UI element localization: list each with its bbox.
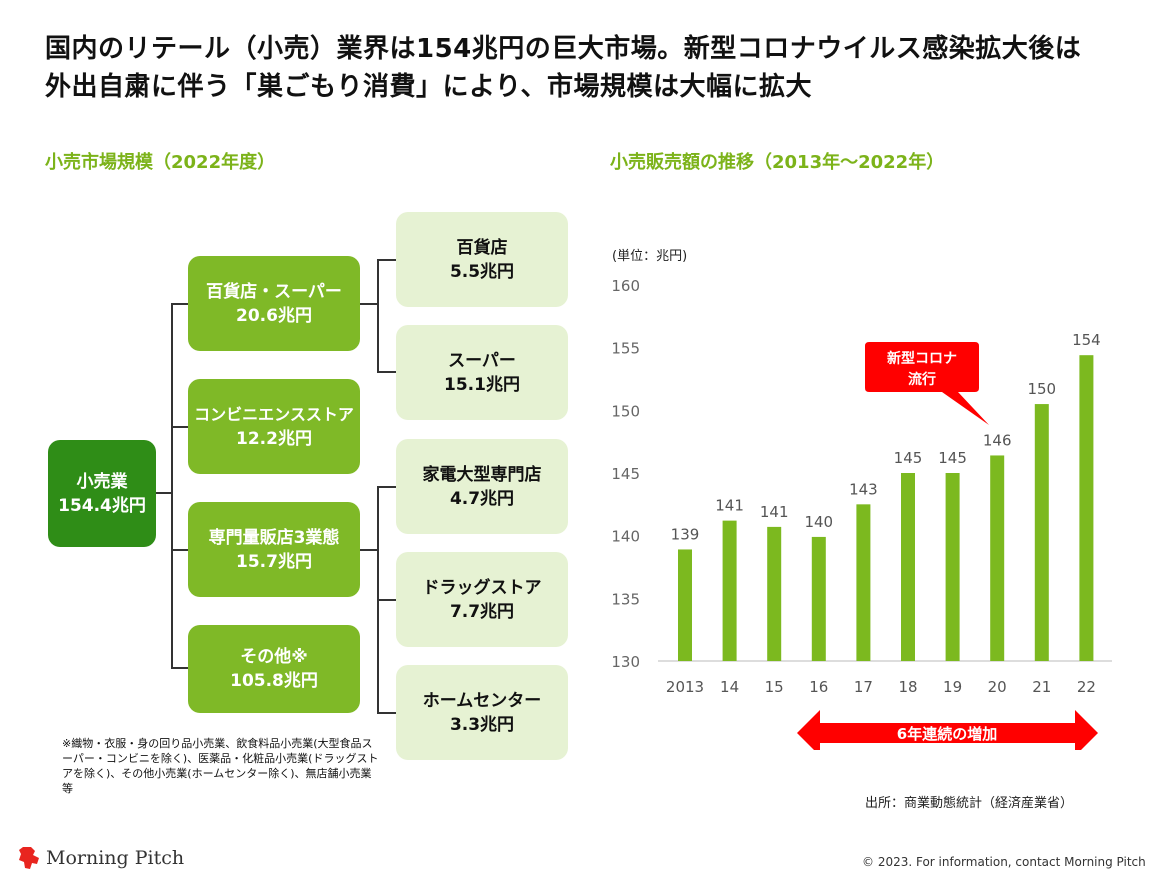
x-tick-label: 17: [854, 678, 873, 696]
x-tick-label: 21: [1032, 678, 1051, 696]
callout-text: 新型コロナ: [887, 350, 957, 367]
x-tick-label: 15: [765, 678, 784, 696]
level2-name: スーパー: [448, 350, 516, 371]
data-label: 143: [849, 480, 878, 498]
x-tick-label: 19: [943, 678, 962, 696]
callout-bubble: [865, 342, 989, 425]
level1-box: コンビニエンスストア 12.2兆円: [188, 379, 360, 474]
data-label: 141: [715, 497, 744, 515]
data-label: 139: [671, 525, 700, 543]
increase-double-arrow: [797, 710, 1098, 750]
x-tick-label: 20: [988, 678, 1007, 696]
left-section-title: 小売市場規模（2022年度）: [45, 152, 276, 173]
bar: [678, 549, 692, 661]
connector-l1-4: [171, 667, 188, 669]
level1-box: その他※ 105.8兆円: [188, 625, 360, 713]
bar: [722, 520, 737, 661]
morning-pitch-logo-icon: [19, 847, 39, 869]
level2-value: 7.7兆円: [449, 601, 515, 622]
bar: [1034, 404, 1049, 661]
page-title: 国内のリテール（小売）業界は154兆円の巨大市場。新型コロナウイルス感染拡大後は…: [45, 30, 1145, 106]
x-tick-label: 2013: [666, 678, 704, 696]
level1-box: 専門量販店3業態 15.7兆円: [188, 502, 360, 597]
copyright: © 2023. For information, contact Morning…: [862, 855, 1146, 869]
bar: [811, 536, 826, 661]
level2-name: ドラッグストア: [422, 577, 542, 598]
data-label: 150: [1027, 380, 1056, 398]
connector-l1-3: [171, 549, 188, 551]
connector-l1-1-out: [360, 303, 378, 305]
level1-value: 105.8兆円: [230, 671, 318, 691]
data-label: 154: [1072, 331, 1101, 349]
connector-l2-4: [377, 599, 396, 601]
footnote: ※織物・衣服・身の回り品小売業、飲食料品小売業(大型食品スーパー・コンビニを除く…: [62, 737, 383, 795]
level2-name: ホームセンター: [422, 690, 542, 711]
level1-name: コンビニエンスストア: [194, 404, 354, 424]
source-note: 出所：商業動態統計（経済産業省）: [865, 796, 1074, 811]
connector-root: [155, 492, 172, 494]
bar: [1079, 355, 1094, 661]
bar: [945, 473, 960, 661]
connector-l1-3-out: [360, 549, 378, 551]
data-label: 141: [760, 503, 789, 521]
x-tick-label: 22: [1077, 678, 1096, 696]
logo-text: Morning Pitch: [46, 847, 185, 869]
data-label: 145: [938, 449, 967, 467]
y-axis-unit-label: (単位：兆円): [612, 248, 687, 264]
level1-name: 専門量販店3業態: [208, 527, 340, 548]
connector-trunk-2: [377, 259, 379, 373]
y-tick-label: 160: [611, 277, 640, 295]
level1-value: 15.7兆円: [236, 551, 312, 572]
level2-box: スーパー 15.1兆円: [396, 325, 568, 420]
connector-l2-5: [377, 712, 396, 714]
connector-l2-1: [377, 259, 396, 261]
data-label: 140: [804, 513, 833, 531]
y-tick-label: 155: [611, 340, 640, 358]
x-tick-label: 18: [898, 678, 917, 696]
connector-l2-2: [377, 371, 396, 373]
x-tick-label: 16: [809, 678, 828, 696]
y-tick-label: 140: [611, 528, 640, 546]
bar: [856, 504, 871, 661]
data-label: 146: [983, 431, 1012, 449]
retail-sales-bar-chart: (単位：兆円) 130 135 140 145 150 155 160 139 2013 141 14…: [611, 248, 1112, 750]
connector-trunk-1: [171, 303, 173, 669]
y-tick-label: 135: [611, 590, 640, 608]
y-tick-label: 130: [611, 653, 640, 671]
level2-value: 5.5兆円: [449, 261, 515, 282]
right-section-title: 小売販売額の推移（2013年～2022年）: [610, 152, 945, 173]
connector-l1-2: [171, 426, 188, 428]
level2-name: 家電大型専門店: [422, 464, 542, 485]
bar: [990, 455, 1005, 661]
root-name: 小売業: [76, 471, 128, 492]
callout-text: 流行: [908, 371, 936, 388]
y-tick-label: 145: [611, 465, 640, 483]
level2-value: 4.7兆円: [449, 488, 515, 509]
root-value: 154.4兆円: [58, 495, 146, 516]
x-tick-label: 14: [720, 678, 739, 696]
title-line-2: 外出自粛に伴う「巣ごもり消費」により、市場規模は大幅に拡大: [45, 72, 812, 102]
level1-box: 百貨店・スーパー 20.6兆円: [188, 256, 360, 351]
level1-value: 12.2兆円: [236, 428, 312, 449]
level1-name: 百貨店・スーパー: [206, 281, 342, 302]
level2-value: 3.3兆円: [449, 714, 515, 735]
level2-name: 百貨店: [456, 237, 508, 258]
title-line-1: 国内のリテール（小売）業界は154兆円の巨大市場。新型コロナウイルス感染拡大後は: [45, 34, 1082, 64]
level2-box: 百貨店 5.5兆円: [396, 212, 568, 307]
data-label: 145: [894, 449, 923, 467]
level2-box: ドラッグストア 7.7兆円: [396, 552, 568, 647]
level1-value: 20.6兆円: [236, 305, 312, 326]
y-tick-label: 150: [611, 402, 640, 420]
bar: [901, 473, 915, 661]
level2-box: 家電大型専門店 4.7兆円: [396, 439, 568, 534]
connector-l2-3: [377, 486, 396, 488]
level2-box: ホームセンター 3.3兆円: [396, 665, 568, 760]
bar: [767, 526, 782, 661]
root-box: 小売業 154.4兆円: [48, 440, 156, 547]
level1-name: その他※: [240, 647, 308, 667]
connector-l1-1: [171, 303, 188, 305]
level2-value: 15.1兆円: [444, 374, 520, 395]
logo: Morning Pitch: [16, 845, 184, 871]
arrow-label: 6年連続の増加: [897, 725, 997, 743]
